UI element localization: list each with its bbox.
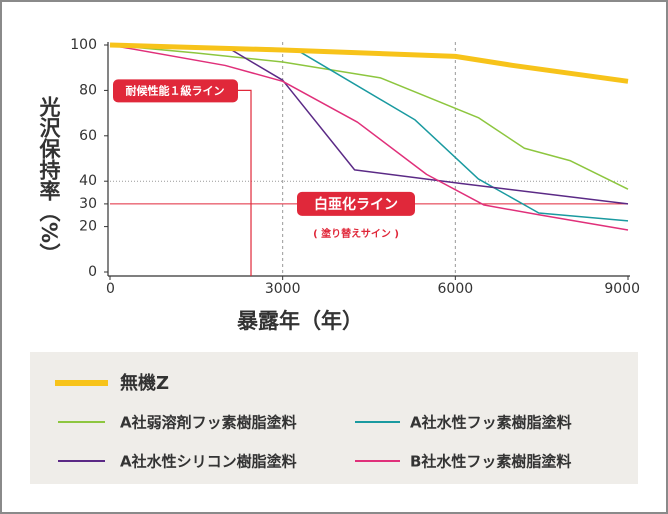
y-tick-label: 60 bbox=[79, 128, 97, 144]
reference-label: 白亜化ライン bbox=[314, 196, 398, 213]
y-tick-label: 100 bbox=[70, 37, 97, 53]
x-tick-label: 9000 bbox=[604, 281, 640, 297]
legend-label: 無機Z bbox=[120, 372, 169, 394]
series-line bbox=[109, 44, 629, 190]
series-line bbox=[109, 42, 629, 84]
reference-sublabel: ( 塗り替えサイン ) bbox=[313, 227, 399, 240]
y-tick-label: 80 bbox=[79, 82, 97, 98]
y-axis-label: 光沢保持率（%） bbox=[37, 96, 62, 264]
legend-label: B社水性フッ素樹脂塗料 bbox=[410, 453, 571, 471]
legend-label: A社水性フッ素樹脂塗料 bbox=[410, 414, 572, 432]
x-tick-label: 3000 bbox=[265, 281, 301, 297]
y-tick-label: 40 bbox=[79, 173, 97, 189]
legend-label: A社弱溶剤フッ素樹脂塗料 bbox=[120, 414, 297, 432]
x-axis-label: 暴露年（年） bbox=[237, 309, 363, 333]
y-tick-label: 0 bbox=[88, 264, 97, 280]
y-tick-label: 20 bbox=[79, 219, 97, 235]
y-tick-label: 30 bbox=[79, 196, 97, 212]
reference-label-box bbox=[113, 79, 238, 103]
reference-label: 耐候性能１級ライン bbox=[126, 83, 225, 97]
legend-box bbox=[30, 352, 638, 484]
reference-label-box bbox=[297, 191, 415, 216]
x-tick-label: 0 bbox=[106, 281, 115, 297]
x-tick-label: 6000 bbox=[438, 281, 474, 297]
series-line bbox=[109, 44, 629, 231]
legend-label: A社水性シリコン樹脂塗料 bbox=[120, 453, 297, 471]
